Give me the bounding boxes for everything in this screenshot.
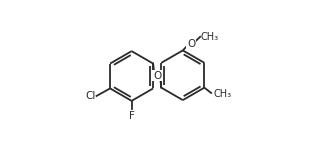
Text: O: O [153,71,161,81]
Text: CH₃: CH₃ [201,32,219,42]
Text: CH₃: CH₃ [214,89,232,99]
Text: O: O [187,39,195,49]
Text: F: F [129,111,134,121]
Text: Cl: Cl [85,91,96,101]
